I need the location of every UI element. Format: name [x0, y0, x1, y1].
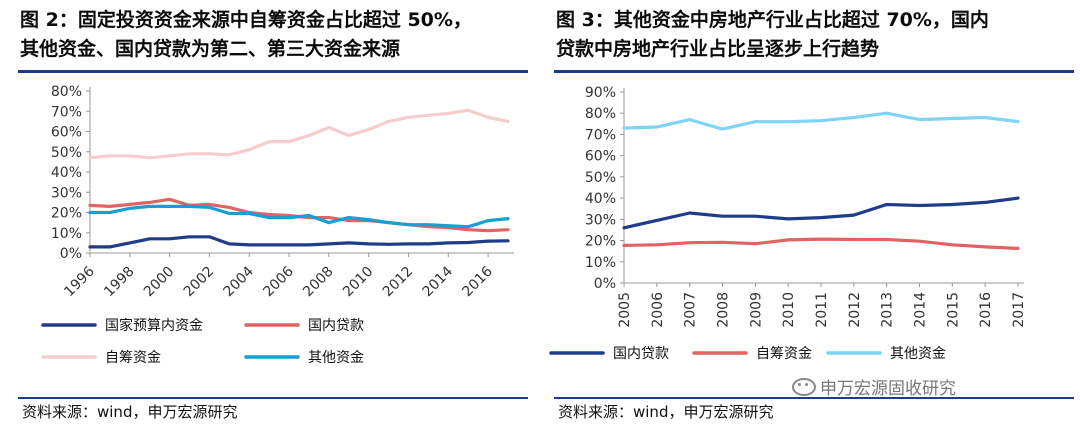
x-tick-label: 2000	[141, 264, 178, 301]
y-tick-label: 80%	[585, 106, 616, 122]
watermark-text: 申万宏源固收研究	[820, 379, 956, 399]
y-tick-label: 50%	[585, 170, 616, 186]
y-tick-label: 90%	[585, 85, 616, 101]
x-tick-label: 2006	[650, 292, 666, 328]
y-tick-label: 40%	[585, 191, 616, 207]
y-tick-label: 70%	[585, 127, 616, 143]
legend-label: 自筹资金	[105, 349, 161, 366]
x-tick-label: 2004	[221, 263, 258, 300]
y-tick-label: 30%	[585, 212, 616, 228]
legend-label: 其他资金	[308, 350, 364, 366]
series-line-3	[88, 108, 510, 160]
x-tick-label: 2016	[459, 263, 496, 300]
y-tick-label: 60%	[51, 125, 82, 141]
series-line-1	[88, 235, 510, 249]
y-tick-label: 20%	[585, 234, 616, 250]
x-tick-label: 2011	[814, 292, 830, 328]
x-tick-label: 2017	[1011, 292, 1027, 328]
x-tick-label: 2016	[978, 292, 994, 328]
y-tick-label: 20%	[51, 206, 82, 222]
y-tick-label: 40%	[51, 165, 82, 181]
x-tick-label: 2014	[420, 263, 457, 300]
chart-panel-left: 图 2：固定投资资金来源中自筹资金占比超过 50%， 其他资金、国内贷款为第二、…	[0, 0, 532, 433]
x-tick-label: 1998	[101, 264, 138, 301]
x-tick-label: 2008	[716, 292, 732, 328]
series-line-1	[622, 196, 1020, 230]
x-tick-label: 2015	[945, 292, 961, 328]
x-tick-label: 2014	[913, 292, 929, 328]
legend-label: 国内贷款	[613, 346, 669, 362]
x-tick-label: 2006	[260, 263, 297, 300]
y-tick-label: 80%	[51, 84, 82, 100]
title-divider	[18, 70, 528, 73]
legend-label: 其他资金	[890, 346, 946, 362]
wechat-icon	[792, 377, 816, 396]
series-line-4	[88, 204, 510, 229]
x-tick-label: 2007	[683, 292, 699, 328]
legend-label: 自筹资金	[756, 345, 812, 362]
series-line-2	[622, 237, 1020, 250]
line-chart-real-estate-share: 0% 10% 20% 30% 40% 50% 60% 70% 80% 90% 2005 2006 200…	[549, 85, 1027, 362]
legend-label: 国内贷款	[308, 318, 364, 334]
y-tick-label: 0%	[594, 276, 616, 292]
y-tick-label: 10%	[51, 226, 82, 242]
x-tick-label: 2009	[748, 292, 764, 328]
watermark: 申万宏源固收研究	[792, 374, 956, 399]
source-divider	[554, 397, 1074, 399]
y-tick-label: 70%	[51, 104, 82, 120]
source-note: 资料来源：wind，申万宏源研究	[22, 403, 238, 421]
y-tick-label: 50%	[51, 145, 82, 161]
chart-panel-right: 图 3：其他资金中房地产行业占比超过 70%，国内 贷款中房地产行业占比呈逐步上…	[546, 0, 1080, 433]
x-tick-label: 2008	[300, 264, 337, 301]
chart-title: 图 2：固定投资资金来源中自筹资金占比超过 50%， 其他资金、国内贷款为第二、…	[20, 9, 472, 60]
y-tick-label: 0%	[60, 246, 82, 262]
x-tick-label: 2010	[781, 292, 797, 328]
y-tick-label: 30%	[51, 185, 82, 201]
x-tick-label: 2010	[340, 264, 377, 301]
series-line-3	[622, 111, 1020, 131]
line-chart-fund-sources: 0%10%20%30%40%50%60%70%80%1996 1998 2000 20…	[41, 84, 514, 366]
x-tick-label: 2005	[617, 292, 633, 328]
x-tick-label: 2002	[181, 264, 218, 301]
source-note: 资料来源：wind，申万宏源研究	[558, 403, 774, 421]
x-tick-label: 2012	[380, 264, 417, 301]
title-divider	[554, 70, 1074, 73]
source-divider	[18, 397, 528, 399]
y-tick-label: 60%	[585, 149, 616, 165]
x-tick-label: 2012	[847, 292, 863, 328]
y-tick-label: 10%	[585, 255, 616, 271]
x-tick-label: 2013	[880, 292, 896, 328]
chart-title: 图 3：其他资金中房地产行业占比超过 70%，国内 贷款中房地产行业占比呈逐步上…	[556, 9, 989, 60]
x-tick-label: 1996	[61, 263, 98, 300]
legend-label: 国家预算内资金	[105, 317, 203, 334]
